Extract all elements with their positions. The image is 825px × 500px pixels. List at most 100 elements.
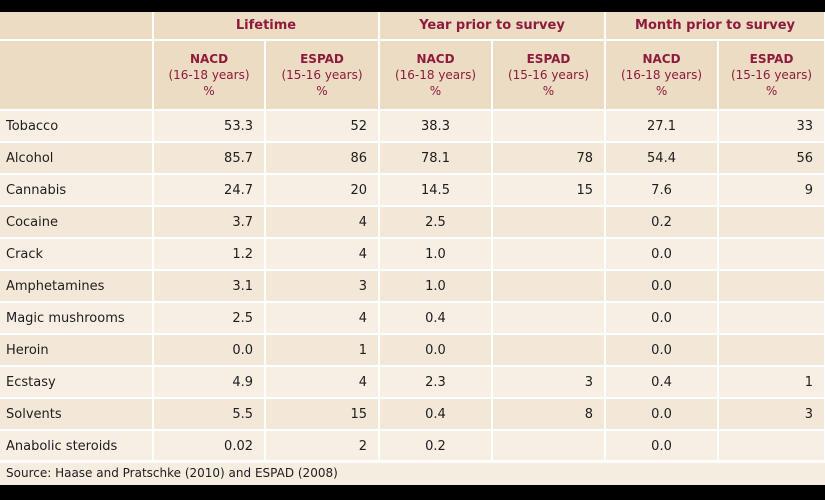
table-row: Magic mushrooms 2.5 4 0.4 0.0	[0, 302, 825, 335]
table-body: Tobacco 53.3 52 38.3 27.1 33 Alcohol 85.7 86 78.1…	[0, 110, 825, 463]
value-cell: 2.5	[379, 206, 493, 239]
value-cell	[718, 430, 825, 463]
value-cell: 0.4	[605, 366, 720, 399]
value-cell: 2.3	[379, 366, 493, 399]
value-cell	[492, 430, 607, 463]
column-name: NACD	[189, 52, 229, 66]
value-cell: 1	[718, 366, 825, 399]
column-name: ESPAD	[300, 52, 344, 66]
drug-name-cell: Cocaine	[0, 206, 154, 239]
value-cell: 4.9	[153, 366, 266, 399]
column-name: NACD	[642, 52, 681, 66]
column-unit: %	[316, 84, 328, 98]
column-name: ESPAD	[526, 52, 571, 66]
bottom-border	[0, 485, 825, 500]
value-cell: 52	[265, 110, 380, 143]
value-cell	[492, 270, 607, 303]
column-unit: %	[542, 84, 555, 98]
value-cell	[492, 302, 607, 335]
value-cell: 1.0	[379, 270, 493, 303]
value-cell: 9	[718, 174, 825, 207]
table-row: Tobacco 53.3 52 38.3 27.1 33	[0, 110, 825, 143]
column-header: ESPAD (15-16 years) %	[492, 40, 607, 111]
value-cell	[492, 110, 607, 143]
column-header: ESPAD (15-16 years) %	[718, 40, 825, 111]
group-header-year: Year prior to survey	[379, 12, 607, 41]
group-header-lifetime: Lifetime	[153, 12, 380, 41]
value-cell	[718, 302, 825, 335]
table-row: Cocaine 3.7 4 2.5 0.2	[0, 206, 825, 239]
value-cell: 7.6	[605, 174, 720, 207]
column-age: (15-16 years)	[281, 68, 363, 82]
value-cell: 5.5	[153, 398, 266, 431]
value-cell: 0.0	[605, 430, 720, 463]
value-cell: 8	[492, 398, 607, 431]
column-age: (15-16 years)	[507, 68, 590, 82]
value-cell: 0.4	[379, 398, 493, 431]
column-header-row: NACD (16-18 years) % ESPAD (15-16 years)…	[0, 40, 825, 111]
value-cell: 15	[492, 174, 607, 207]
value-cell	[492, 334, 607, 367]
table-row: Anabolic steroids 0.02 2 0.2 0.0	[0, 430, 825, 463]
value-cell: 1	[265, 334, 380, 367]
value-cell: 15	[265, 398, 380, 431]
value-cell: 0.2	[379, 430, 493, 463]
table-row: Solvents 5.5 15 0.4 8 0.0 3	[0, 398, 825, 431]
value-cell: 38.3	[379, 110, 493, 143]
value-cell: 85.7	[153, 142, 266, 175]
table-row: Amphetamines 3.1 3 1.0 0.0	[0, 270, 825, 303]
value-cell: 1.0	[379, 238, 493, 271]
value-cell	[492, 206, 607, 239]
value-cell: 14.5	[379, 174, 493, 207]
value-cell: 27.1	[605, 110, 720, 143]
table-row: Cannabis 24.7 20 14.5 15 7.6 9	[0, 174, 825, 207]
value-cell: 86	[265, 142, 380, 175]
value-cell: 2	[265, 430, 380, 463]
drug-name-cell: Ecstasy	[0, 366, 154, 399]
value-cell: 3.1	[153, 270, 266, 303]
drug-name-cell: Anabolic steroids	[0, 430, 154, 463]
value-cell: 0.0	[605, 334, 720, 367]
value-cell: 33	[718, 110, 825, 143]
value-cell: 1.2	[153, 238, 266, 271]
value-cell: 0.2	[605, 206, 720, 239]
value-cell: 4	[265, 238, 380, 271]
value-cell: 0.0	[605, 238, 720, 271]
column-header: NACD (16-18 years) %	[153, 40, 266, 111]
source-note: Source: Haase and Pratschke (2010) and E…	[6, 466, 338, 480]
value-cell: 78.1	[379, 142, 493, 175]
value-cell: 20	[265, 174, 380, 207]
row-label-header	[0, 40, 154, 111]
value-cell: 0.0	[153, 334, 266, 367]
column-header: ESPAD (15-16 years) %	[265, 40, 380, 111]
value-cell	[492, 238, 607, 271]
drug-name-cell: Amphetamines	[0, 270, 154, 303]
group-header-month: Month prior to survey	[605, 12, 825, 41]
value-cell: 56	[718, 142, 825, 175]
column-age: (16-18 years)	[620, 68, 703, 82]
column-unit: %	[765, 84, 778, 98]
value-cell: 3.7	[153, 206, 266, 239]
drug-name-cell: Solvents	[0, 398, 154, 431]
value-cell: 2.5	[153, 302, 266, 335]
value-cell: 0.0	[605, 398, 720, 431]
column-unit: %	[429, 84, 442, 98]
value-cell: 53.3	[153, 110, 266, 143]
column-age: (16-18 years)	[394, 68, 477, 82]
column-age: (15-16 years)	[730, 68, 813, 82]
table-row: Crack 1.2 4 1.0 0.0	[0, 238, 825, 271]
value-cell: 24.7	[153, 174, 266, 207]
value-cell: 4	[265, 366, 380, 399]
drug-name-cell: Heroin	[0, 334, 154, 367]
value-cell: 0.0	[605, 302, 720, 335]
value-cell: 0.0	[605, 270, 720, 303]
column-name: ESPAD	[749, 52, 794, 66]
value-cell	[718, 270, 825, 303]
column-unit: %	[203, 84, 215, 98]
value-cell	[718, 334, 825, 367]
drug-name-cell: Cannabis	[0, 174, 154, 207]
column-name: NACD	[416, 52, 455, 66]
drug-use-table: Lifetime Year prior to survey Month prio…	[0, 12, 825, 463]
value-cell	[718, 238, 825, 271]
column-age: (16-18 years)	[168, 68, 250, 82]
